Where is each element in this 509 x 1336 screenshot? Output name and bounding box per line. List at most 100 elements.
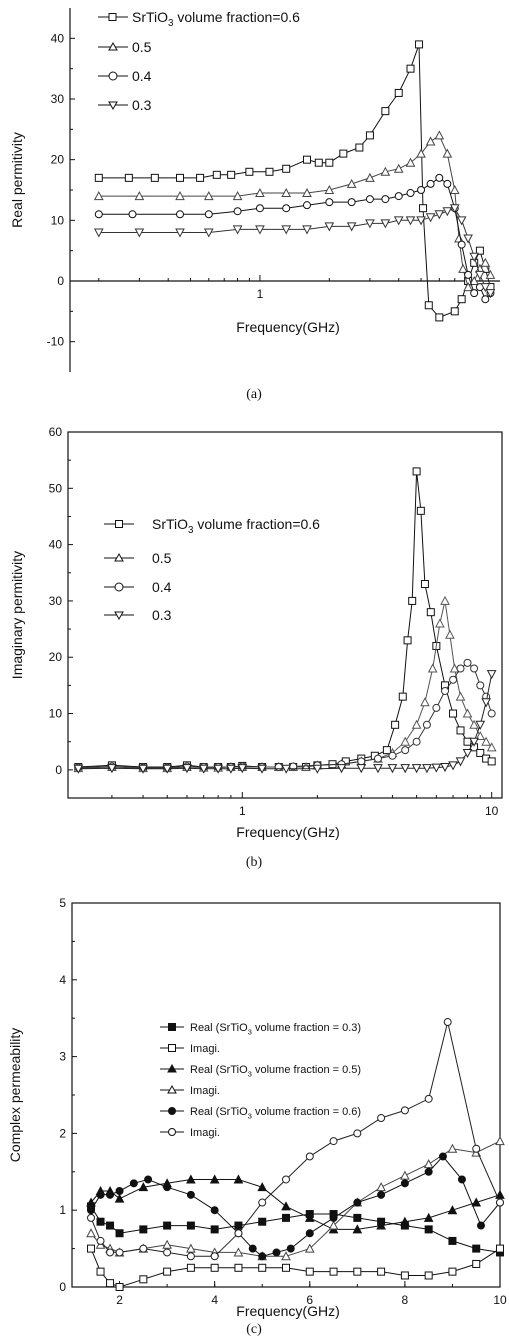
- data-point: [353, 1213, 362, 1222]
- data-point: [232, 191, 243, 201]
- y-tick-label: 20: [49, 650, 63, 664]
- data-point: [400, 1106, 409, 1115]
- data-point: [469, 275, 480, 285]
- data-point: [365, 131, 374, 140]
- data-point: [258, 1252, 267, 1261]
- data-point: [346, 178, 357, 188]
- data-point: [186, 1252, 195, 1261]
- data-point: [175, 210, 184, 219]
- data-point: [106, 1190, 115, 1199]
- data-point: [449, 204, 460, 214]
- data-point: [419, 204, 428, 213]
- series-2: [93, 130, 496, 292]
- chart-panel-c: 0 1 2 3 4 5 2 4 6 8 10 Real (SrTiO3 volume fractio…: [7, 896, 507, 1336]
- data-point: [495, 1136, 505, 1146]
- y-tick-label: 0: [59, 1280, 66, 1294]
- series-group: [93, 40, 496, 322]
- data-point: [73, 764, 84, 774]
- y-axis-label: Real permitivity: [9, 132, 25, 228]
- data-point: [422, 764, 432, 774]
- data-point: [182, 764, 192, 774]
- legend-label: SrTiO3 volume fraction=0.6: [152, 516, 320, 536]
- data-point: [87, 1206, 96, 1215]
- data-point: [476, 748, 485, 757]
- legend: SrTiO3 volume fraction=0.6 0.5 0.4 0.3: [98, 9, 300, 113]
- data-point: [87, 1244, 96, 1253]
- data-point: [186, 1190, 195, 1199]
- data-point: [405, 157, 416, 167]
- legend-entry: Imagi.: [160, 1127, 220, 1139]
- data-point: [274, 763, 283, 772]
- y-tick-label: 30: [51, 92, 65, 106]
- data-point: [457, 240, 466, 249]
- data-point: [481, 295, 490, 304]
- series-1: [94, 40, 495, 322]
- data-point: [186, 1243, 196, 1253]
- data-point: [435, 618, 445, 628]
- data-point: [411, 764, 422, 774]
- data-point: [281, 764, 292, 774]
- data-point: [302, 187, 312, 198]
- data-point: [469, 719, 479, 729]
- data-point: [96, 1236, 105, 1245]
- data-point: [469, 737, 479, 747]
- data-point: [163, 1248, 172, 1257]
- data-point: [134, 228, 145, 238]
- data-point: [175, 191, 185, 201]
- data-point: [381, 195, 390, 204]
- legend-entry: SrTiO3 volume fraction=0.6: [98, 9, 300, 29]
- data-point: [431, 763, 442, 773]
- data-point: [232, 225, 243, 235]
- series-line: [90, 1021, 501, 1257]
- series-3: [86, 1174, 505, 1234]
- x-tick-label: 10: [485, 804, 499, 818]
- data-point: [346, 222, 357, 232]
- x-axis-label: Frequency(GHz): [236, 824, 339, 840]
- data-point: [403, 636, 412, 645]
- data-point: [336, 764, 347, 774]
- data-point: [302, 201, 311, 210]
- data-point: [458, 263, 468, 273]
- data-point: [471, 1197, 482, 1207]
- data-point: [377, 1114, 386, 1123]
- legend-label: 0.4: [132, 68, 152, 84]
- data-point: [447, 1205, 458, 1215]
- data-point: [377, 1267, 386, 1276]
- data-point: [495, 1189, 505, 1199]
- series-line: [90, 1155, 501, 1257]
- data-point: [393, 216, 404, 226]
- series-line: [78, 674, 493, 770]
- data-point: [257, 1182, 268, 1192]
- data-point: [475, 730, 486, 741]
- data-point: [447, 1143, 458, 1153]
- data-point: [198, 764, 209, 774]
- data-point: [352, 1224, 363, 1234]
- data-point: [411, 719, 422, 729]
- data-point: [106, 1221, 115, 1230]
- y-tick-label: 40: [49, 538, 63, 552]
- data-point: [416, 148, 426, 158]
- data-point: [213, 764, 223, 774]
- legend-entry: 0.4: [98, 68, 152, 84]
- data-point: [470, 664, 479, 673]
- data-point: [96, 1217, 105, 1226]
- series-line: [78, 662, 493, 769]
- data-point: [128, 210, 137, 219]
- data-point: [227, 170, 236, 179]
- tick-group: -10 0 10 20 30 40 1: [47, 31, 500, 349]
- data-point: [441, 687, 450, 696]
- data-point: [464, 270, 473, 279]
- data-point: [475, 246, 484, 255]
- data-point: [255, 187, 265, 198]
- data-point: [325, 198, 334, 207]
- data-point: [469, 252, 480, 262]
- data-point: [237, 764, 248, 774]
- data-point: [329, 1267, 338, 1276]
- data-point: [448, 1267, 457, 1276]
- data-point: [426, 179, 435, 188]
- data-point: [186, 1174, 196, 1184]
- data-point: [257, 764, 267, 774]
- data-point: [203, 191, 214, 201]
- series-6: [87, 1018, 504, 1261]
- data-point: [210, 1263, 219, 1272]
